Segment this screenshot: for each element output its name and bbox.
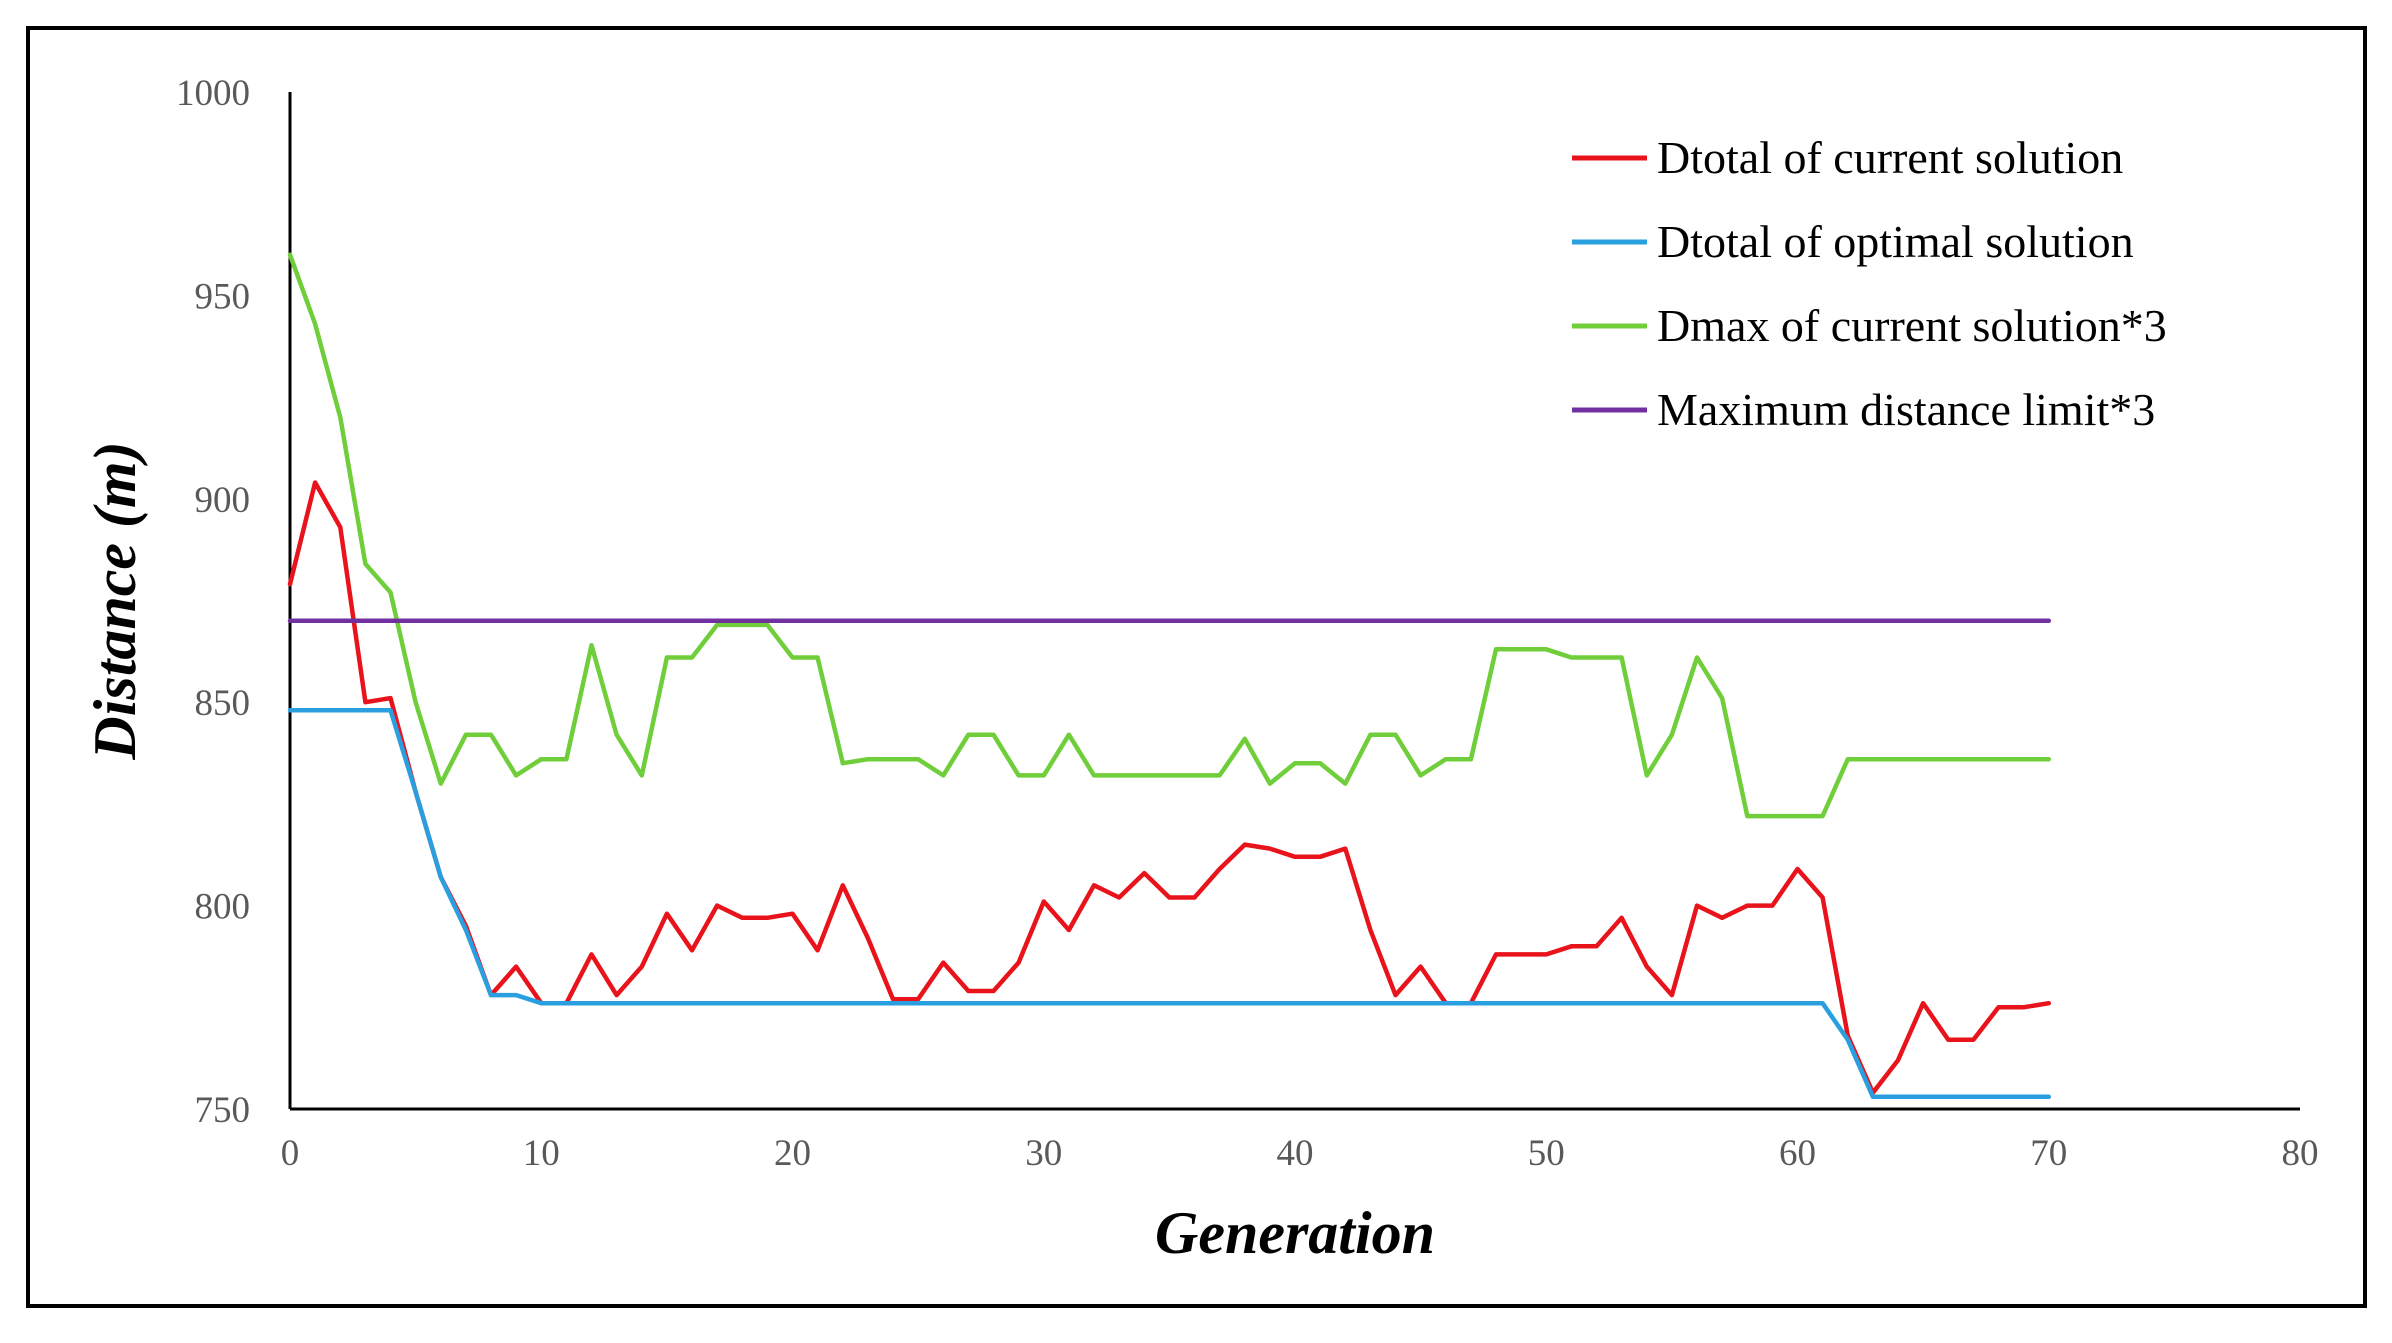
y-tick-label: 800: [195, 887, 251, 928]
y-tick-label: 750: [195, 1090, 251, 1131]
chart-frame: [26, 26, 2367, 1308]
y-tick-label: 850: [195, 683, 251, 724]
y-tick-label: 900: [195, 480, 251, 521]
x-tick-label: 20: [774, 1133, 811, 1174]
series-line: [287, 252, 2052, 819]
x-tick-label: 10: [523, 1133, 560, 1174]
y-tick-label: 1000: [176, 73, 250, 114]
series-line: [287, 480, 2052, 1095]
legend-label: Dmax of current solution*3: [1657, 300, 2167, 351]
x-tick-label: 0: [281, 1133, 300, 1174]
y-tick-label: 950: [195, 276, 251, 317]
x-tick-label: 70: [2030, 1133, 2067, 1174]
legend-label: Dtotal of current solution: [1657, 132, 2123, 183]
x-tick-label: 60: [1779, 1133, 1816, 1174]
x-axis-title: Generation: [1155, 1200, 1435, 1266]
x-tick-label: 50: [1528, 1133, 1565, 1174]
x-tick-label: 30: [1025, 1133, 1062, 1174]
legend-label: Dtotal of optimal solution: [1657, 216, 2134, 267]
legend-label: Maximum distance limit*3: [1657, 384, 2155, 435]
x-tick-label: 40: [1277, 1133, 1314, 1174]
x-tick-label: 80: [2282, 1133, 2319, 1174]
series-line: [287, 708, 2052, 1100]
y-axis-title: Distance (m): [82, 441, 148, 760]
